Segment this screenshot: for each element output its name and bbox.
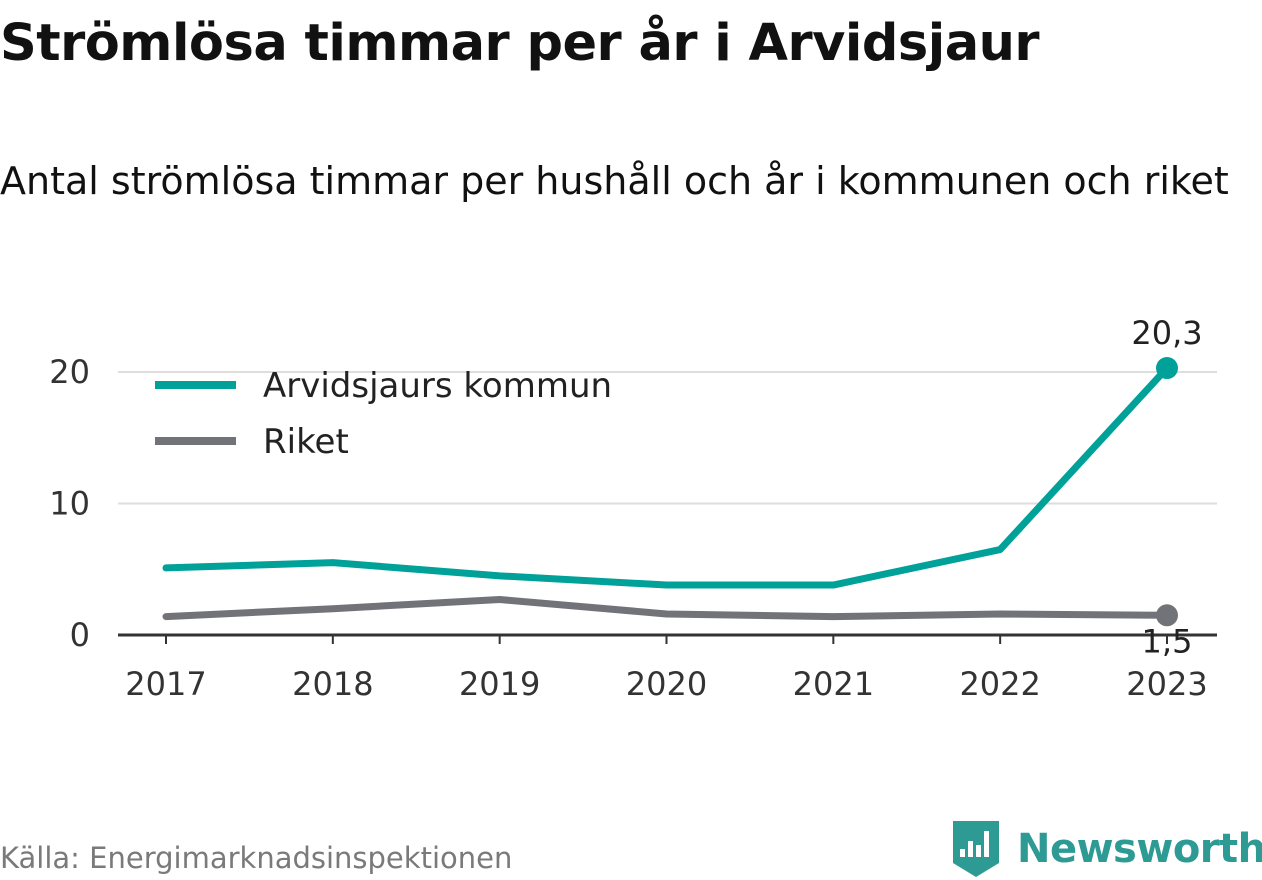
source-note: Källa: Energimarknadsinspektionen: [0, 841, 513, 875]
series-end-point: [1156, 357, 1178, 380]
legend-label: Riket: [263, 422, 349, 462]
y-tick-label: 20: [49, 353, 90, 391]
x-tick-label: 2018: [292, 665, 373, 703]
x-tick-label: 2023: [1126, 665, 1207, 703]
x-tick-label: 2021: [793, 665, 874, 703]
x-tick-label: 2017: [125, 665, 206, 703]
series-end-point: [1156, 604, 1178, 627]
data-label: 1,5: [1142, 622, 1193, 660]
y-tick-label: 0: [70, 616, 90, 654]
chart-title: Strömlösa timmar per år i Arvidsjaur: [0, 14, 1040, 73]
brand-logo: Newsworthy: [951, 818, 1262, 880]
y-tick-label: 10: [49, 485, 90, 523]
data-label: 20,3: [1131, 314, 1202, 352]
legend-label: Arvidsjaurs kommun: [263, 366, 612, 406]
series-line: [162, 364, 1171, 589]
bar-chart-pin-icon: [953, 821, 999, 877]
x-tick-label: 2019: [459, 665, 540, 703]
x-tick-label: 2022: [959, 665, 1040, 703]
x-tick-label: 2020: [626, 665, 707, 703]
chart-subtitle: Antal strömlösa timmar per hushåll och å…: [0, 159, 1229, 203]
brand-name: Newsworthy: [1017, 826, 1262, 872]
series-line: [162, 595, 1171, 621]
line-chart: 0 10 20 2017 2018 2019 2020 2021 2022 2023 20,3 1,5…: [49, 314, 1217, 703]
